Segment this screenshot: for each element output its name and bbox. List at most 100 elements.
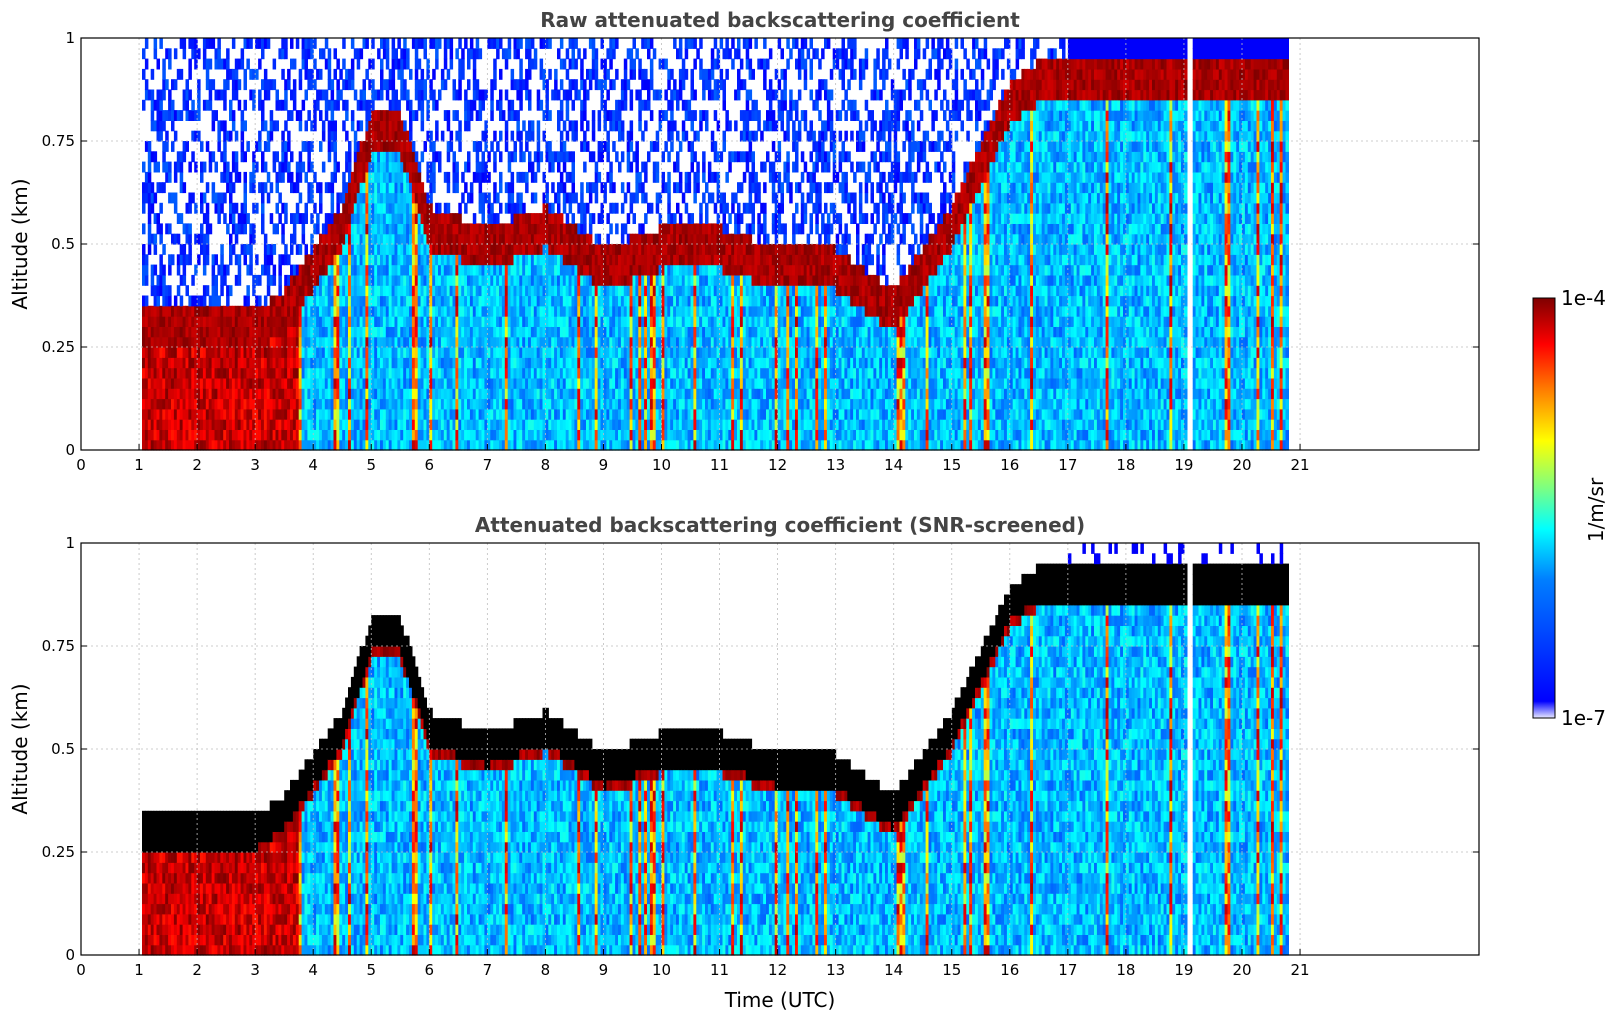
heatmap-cell: [603, 378, 607, 389]
heatmap-cell: [429, 79, 433, 90]
heatmap-cell: [583, 79, 587, 90]
heatmap-cell: [151, 203, 155, 214]
heatmap-cell: [287, 162, 291, 173]
heatmap-cell: [630, 100, 634, 111]
heatmap-cell: [621, 131, 625, 142]
heatmap-cell: [574, 38, 578, 49]
heatmap-cell: [261, 48, 265, 59]
heatmap-cell: [305, 59, 309, 70]
heatmap-cell: [560, 79, 564, 90]
heatmap-cell: [188, 59, 192, 70]
heatmap-cell: [534, 172, 538, 183]
heatmap-cell: [255, 316, 259, 327]
heatmap-cell: [267, 141, 271, 152]
heatmap-cell: [232, 110, 236, 121]
heatmap-cell: [371, 275, 375, 286]
heatmap-cell: [467, 120, 471, 131]
heatmap-cell: [159, 100, 163, 111]
heatmap-cell: [522, 203, 526, 214]
heatmap-cell: [188, 254, 192, 265]
heatmap-cell: [493, 69, 497, 80]
raw-backscatter-panel: Raw attenuated backscattering coefficien…: [8, 8, 1479, 474]
heatmap-cell: [371, 368, 375, 379]
heatmap-cell: [603, 429, 607, 440]
heatmap-cell: [217, 38, 221, 49]
heatmap-cell: [560, 131, 564, 142]
heatmap-cell: [371, 388, 375, 399]
heatmap-cell: [589, 234, 593, 245]
heatmap-cell: [293, 223, 297, 234]
heatmap-cell: [296, 182, 300, 193]
heatmap-cell: [188, 244, 192, 255]
heatmap-cell: [206, 244, 210, 255]
heatmap-cell: [299, 244, 303, 255]
heatmap-cell: [624, 69, 628, 80]
heatmap-cell: [458, 79, 462, 90]
heatmap-cell: [171, 120, 175, 131]
heatmap-cell: [540, 100, 544, 111]
heatmap-cell: [560, 213, 564, 224]
heatmap-cell: [334, 172, 338, 183]
heatmap-cell: [264, 162, 268, 173]
heatmap-cell: [284, 38, 288, 49]
heatmap-cell: [603, 193, 607, 204]
heatmap-cell: [487, 378, 491, 389]
heatmap-cell: [183, 38, 187, 49]
heatmap-cell: [514, 151, 518, 162]
heatmap-cell: [589, 223, 593, 234]
heatmap-cell: [566, 100, 570, 111]
heatmap-cell: [592, 213, 596, 224]
heatmap-cell: [487, 151, 491, 162]
heatmap-cell: [162, 182, 166, 193]
heatmap-cell: [212, 38, 216, 49]
heatmap-cell: [595, 48, 599, 59]
heatmap-cell: [188, 203, 192, 214]
heatmap-cell: [299, 69, 303, 80]
heatmap-cell: [212, 151, 216, 162]
heatmap-cell: [319, 69, 323, 80]
heatmap-cell: [278, 193, 282, 204]
heatmap-cell: [438, 203, 442, 214]
heatmap-cell: [487, 275, 491, 286]
heatmap-cell: [232, 244, 236, 255]
heatmap-cell: [270, 182, 274, 193]
heatmap-cell: [511, 193, 514, 204]
heatmap-cell: [545, 193, 549, 204]
heatmap-cell: [432, 90, 436, 101]
heatmap-cell: [258, 141, 262, 152]
heatmap-cell: [238, 172, 242, 183]
heatmap-cell: [563, 120, 567, 131]
heatmap-cell: [151, 182, 155, 193]
heatmap-cell: [493, 151, 497, 162]
heatmap-cell: [603, 120, 607, 131]
heatmap-cell: [534, 59, 538, 70]
heatmap-cell: [580, 120, 584, 131]
heatmap-cell: [421, 151, 425, 162]
heatmap-cell: [334, 69, 338, 80]
heatmap-cell: [238, 275, 242, 286]
heatmap-cell: [371, 409, 375, 420]
heatmap-cell: [273, 79, 277, 90]
heatmap-cell: [371, 378, 375, 389]
heatmap-cell: [519, 59, 523, 70]
heatmap-cell: [313, 110, 317, 121]
heatmap-cell: [200, 141, 204, 152]
heatmap-cell: [461, 59, 465, 70]
heatmap-cell: [421, 182, 425, 193]
heatmap-cell: [464, 90, 468, 101]
heatmap-cell: [380, 90, 384, 101]
heatmap-cell: [606, 151, 610, 162]
heatmap-cell: [145, 38, 149, 49]
heatmap-cell: [612, 182, 616, 193]
heatmap-cell: [165, 79, 169, 90]
heatmap-cell: [386, 48, 390, 59]
heatmap-cell: [537, 141, 541, 152]
heatmap-cell: [276, 182, 280, 193]
heatmap-cell: [487, 244, 491, 255]
heatmap-cell: [226, 48, 230, 59]
heatmap-cell: [583, 100, 587, 111]
heatmap-cell: [470, 182, 474, 193]
heatmap-cell: [342, 172, 346, 183]
heatmap-cell: [386, 59, 390, 70]
heatmap-cell: [148, 162, 152, 173]
